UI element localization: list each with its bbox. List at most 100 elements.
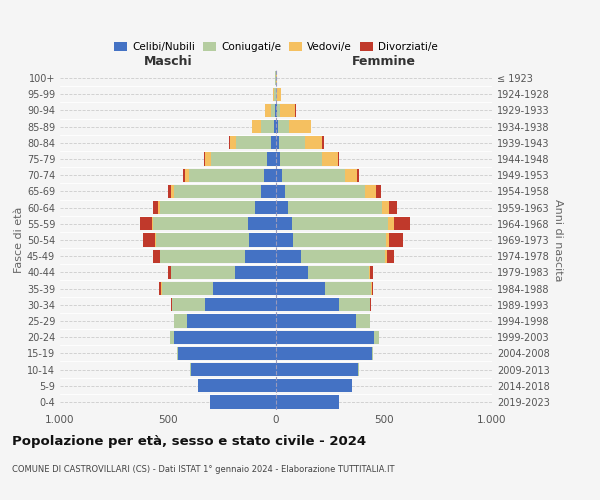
Bar: [276, 185, 284, 198]
Bar: [376, 185, 381, 198]
Bar: [388, 217, 394, 230]
Text: COMUNE DI CASTROVILLARI (CS) - Dati ISTAT 1° gennaio 2024 - Elaborazione TUTTITA: COMUNE DI CASTROVILLARI (CS) - Dati ISTA…: [12, 465, 395, 474]
Bar: [171, 185, 175, 198]
Bar: [283, 168, 345, 182]
Bar: [152, 217, 153, 230]
Bar: [322, 152, 338, 166]
Bar: [211, 152, 268, 166]
Bar: [188, 168, 264, 182]
Bar: [178, 346, 276, 360]
Bar: [236, 136, 271, 149]
Bar: [301, 250, 385, 263]
Bar: [230, 136, 236, 149]
Bar: [229, 136, 230, 149]
Text: Femmine: Femmine: [352, 56, 416, 68]
Bar: [374, 330, 379, 344]
Bar: [274, 88, 275, 101]
Bar: [167, 266, 171, 279]
Bar: [158, 201, 160, 214]
Bar: [293, 234, 386, 246]
Bar: [155, 234, 156, 246]
Bar: [289, 120, 311, 134]
Bar: [252, 120, 261, 134]
Bar: [245, 250, 276, 263]
Bar: [345, 168, 357, 182]
Bar: [191, 363, 276, 376]
Bar: [369, 266, 370, 279]
Bar: [276, 234, 293, 246]
Bar: [175, 314, 187, 328]
Bar: [261, 185, 276, 198]
Bar: [160, 201, 256, 214]
Bar: [183, 168, 185, 182]
Bar: [171, 298, 172, 312]
Bar: [338, 152, 339, 166]
Bar: [357, 168, 359, 182]
Bar: [308, 266, 369, 279]
Bar: [248, 217, 276, 230]
Bar: [256, 201, 276, 214]
Bar: [389, 234, 403, 246]
Bar: [160, 250, 245, 263]
Bar: [168, 185, 171, 198]
Bar: [261, 120, 274, 134]
Bar: [153, 201, 158, 214]
Bar: [274, 120, 276, 134]
Y-axis label: Fasce di età: Fasce di età: [14, 207, 24, 273]
Bar: [198, 379, 276, 392]
Bar: [159, 282, 161, 295]
Bar: [370, 298, 371, 312]
Bar: [371, 282, 373, 295]
Bar: [288, 201, 382, 214]
Bar: [187, 314, 276, 328]
Bar: [292, 217, 388, 230]
Bar: [276, 104, 277, 117]
Bar: [276, 396, 338, 408]
Bar: [280, 104, 295, 117]
Bar: [249, 234, 276, 246]
Y-axis label: Anni di nascita: Anni di nascita: [553, 198, 563, 281]
Bar: [176, 346, 178, 360]
Bar: [276, 379, 352, 392]
Bar: [277, 104, 280, 117]
Bar: [338, 298, 370, 312]
Bar: [276, 217, 292, 230]
Bar: [279, 136, 305, 149]
Bar: [305, 136, 322, 149]
Bar: [185, 168, 188, 182]
Bar: [140, 217, 152, 230]
Bar: [205, 298, 276, 312]
Bar: [276, 298, 338, 312]
Bar: [205, 152, 211, 166]
Bar: [389, 201, 397, 214]
Bar: [203, 152, 205, 166]
Text: Popolazione per età, sesso e stato civile - 2024: Popolazione per età, sesso e stato civil…: [12, 435, 366, 448]
Bar: [175, 185, 261, 198]
Bar: [275, 104, 276, 117]
Bar: [394, 217, 410, 230]
Bar: [276, 314, 356, 328]
Bar: [235, 266, 276, 279]
Bar: [385, 250, 387, 263]
Bar: [276, 346, 372, 360]
Bar: [210, 396, 276, 408]
Bar: [276, 120, 278, 134]
Bar: [280, 152, 322, 166]
Bar: [276, 330, 374, 344]
Bar: [265, 104, 271, 117]
Bar: [156, 234, 249, 246]
Bar: [276, 201, 288, 214]
Bar: [271, 104, 275, 117]
Bar: [161, 282, 214, 295]
Bar: [277, 88, 281, 101]
Bar: [154, 250, 160, 263]
Bar: [214, 282, 276, 295]
Bar: [276, 250, 301, 263]
Bar: [284, 185, 365, 198]
Bar: [325, 282, 371, 295]
Bar: [170, 330, 175, 344]
Legend: Celibi/Nubili, Coniugati/e, Vedovi/e, Divorziati/e: Celibi/Nubili, Coniugati/e, Vedovi/e, Di…: [110, 38, 442, 56]
Bar: [172, 298, 205, 312]
Bar: [276, 266, 308, 279]
Bar: [382, 201, 389, 214]
